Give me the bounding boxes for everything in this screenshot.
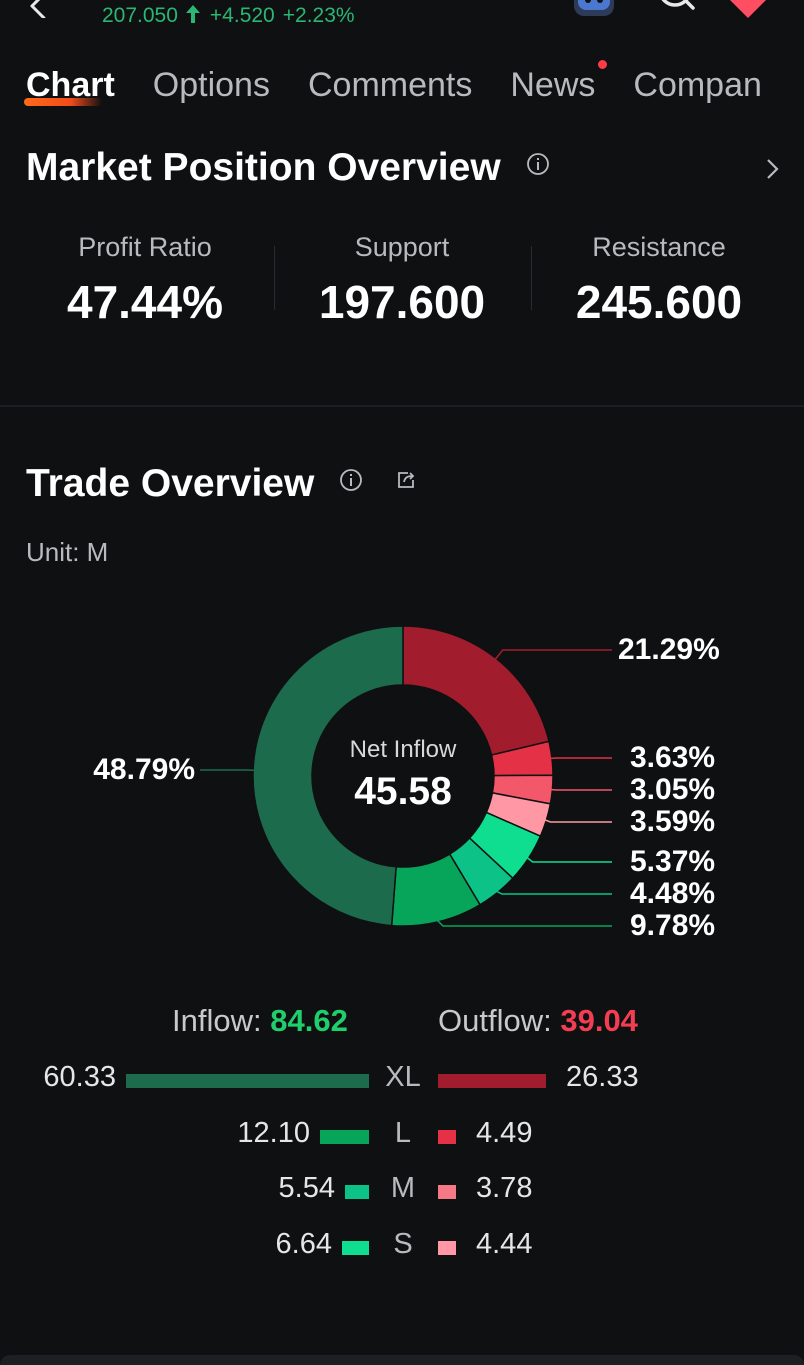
market-position-title-text: Market Position Overview <box>26 146 501 189</box>
donut-percent-label: 3.59% <box>630 805 715 838</box>
donut-percent-label: 3.63% <box>630 741 715 774</box>
donut-percent-label: 5.37% <box>630 845 715 878</box>
stat-value: 245.600 <box>575 276 743 328</box>
outflow-bar <box>438 1130 456 1144</box>
outflow-amount: 4.49 <box>476 1117 533 1149</box>
donut-percent-label: 9.78% <box>630 909 715 942</box>
inflow-amount: 60.33 <box>43 1061 116 1093</box>
flow-row-xl: 60.33 XL 26.33 <box>0 1061 804 1101</box>
favorite-heart-icon[interactable] <box>724 0 772 20</box>
price-change: +4.520 <box>209 4 275 27</box>
stat-label: Resistance <box>592 232 726 262</box>
stat-resistance: Resistance 245.600 <box>530 232 788 329</box>
top-bar: 207.050 +4.520 +2.23% <box>0 0 804 40</box>
tab-comments[interactable]: Comments <box>307 66 473 104</box>
donut-leader-line <box>544 819 612 823</box>
tab-chart[interactable]: Chart <box>24 66 115 106</box>
donut-leader-line <box>436 919 612 927</box>
donut-leader-line <box>495 890 612 895</box>
tab-company[interactable]: Compan <box>633 66 762 104</box>
order-size-label: XL <box>385 1061 421 1093</box>
donut-leader-line <box>550 788 612 791</box>
stat-label: Support <box>354 232 450 262</box>
donut-leader-line <box>494 649 612 661</box>
flow-row-s: 6.64 S 4.44 <box>0 1228 804 1268</box>
tab-options[interactable]: Options <box>152 66 270 104</box>
stat-label: Profit Ratio <box>78 232 212 262</box>
chevron-right-icon[interactable] <box>762 156 782 182</box>
outflow-value: 39.04 <box>560 1003 638 1038</box>
donut-leader-line <box>526 856 612 863</box>
trade-overview-title: Trade Overview <box>26 462 418 506</box>
outflow-summary: Outflow: 39.04 <box>438 1003 638 1039</box>
outflow-bar <box>438 1074 546 1088</box>
donut-percent-label: 4.48% <box>630 877 715 910</box>
donut-percent-label: 48.79% <box>93 753 195 786</box>
market-position-title[interactable]: Market Position Overview <box>26 146 550 190</box>
order-size-label: S <box>393 1228 413 1260</box>
inflow-amount: 12.10 <box>237 1117 310 1149</box>
trade-donut-chart: 21.29% 3.63%3.05%3.59% 5.37%4.48%9.78% 48.7… <box>93 625 720 942</box>
net-inflow-value: 45.58 <box>354 770 452 813</box>
inflow-bar <box>320 1130 369 1144</box>
price-change-percent: +2.23% <box>282 4 355 27</box>
info-icon[interactable] <box>339 468 363 492</box>
stat-value: 197.600 <box>318 276 486 328</box>
section-divider <box>0 405 804 407</box>
tab-news-label: News <box>510 66 596 104</box>
back-icon[interactable] <box>24 0 50 18</box>
unit-label: Unit: M <box>26 537 109 567</box>
donut-slice <box>252 625 404 927</box>
share-icon[interactable] <box>394 468 418 492</box>
outflow-label: Outflow: <box>438 1003 552 1038</box>
stat-value: 47.44% <box>66 276 223 328</box>
outflow-amount: 4.44 <box>476 1228 533 1260</box>
up-arrow-icon <box>185 5 200 23</box>
donut-percent-label: 21.29% <box>618 633 720 666</box>
tab-news[interactable]: News <box>510 60 608 105</box>
last-price: 207.050 <box>102 4 178 27</box>
info-icon[interactable] <box>526 152 550 176</box>
inflow-amount: 5.54 <box>278 1172 335 1204</box>
inflow-value: 84.62 <box>270 1003 348 1038</box>
trade-overview-title-text: Trade Overview <box>26 462 315 505</box>
flow-row-l: 12.10 L 4.49 <box>0 1117 804 1157</box>
inflow-bar <box>126 1074 369 1088</box>
bottom-sheet-edge <box>0 1355 804 1365</box>
divider <box>531 246 532 310</box>
robot-icon[interactable] <box>570 0 618 20</box>
outflow-bar <box>438 1185 456 1199</box>
price-quote: 207.050 +4.520 +2.23% <box>102 4 363 28</box>
inflow-label: Inflow: <box>172 1003 262 1038</box>
notification-dot <box>598 60 608 69</box>
stat-support: Support 197.600 <box>273 232 531 329</box>
stat-profit-ratio: Profit Ratio 47.44% <box>16 232 274 329</box>
inflow-summary: Inflow: 84.62 <box>172 1003 348 1039</box>
search-icon[interactable] <box>655 0 699 20</box>
divider <box>274 246 275 310</box>
inflow-amount: 6.64 <box>275 1228 332 1260</box>
order-size-label: M <box>390 1172 416 1204</box>
donut-percent-label: 3.05% <box>630 773 715 806</box>
flow-row-m: 5.54 M 3.78 <box>0 1172 804 1212</box>
inflow-bar <box>345 1185 369 1199</box>
inflow-bar <box>342 1241 369 1255</box>
outflow-amount: 26.33 <box>566 1061 639 1093</box>
tab-bar: Chart Options Comments News Compan <box>24 60 800 116</box>
net-inflow-label: Net Inflow <box>349 736 457 763</box>
outflow-amount: 3.78 <box>476 1172 533 1204</box>
outflow-bar <box>438 1241 456 1255</box>
order-size-label: L <box>394 1117 412 1149</box>
